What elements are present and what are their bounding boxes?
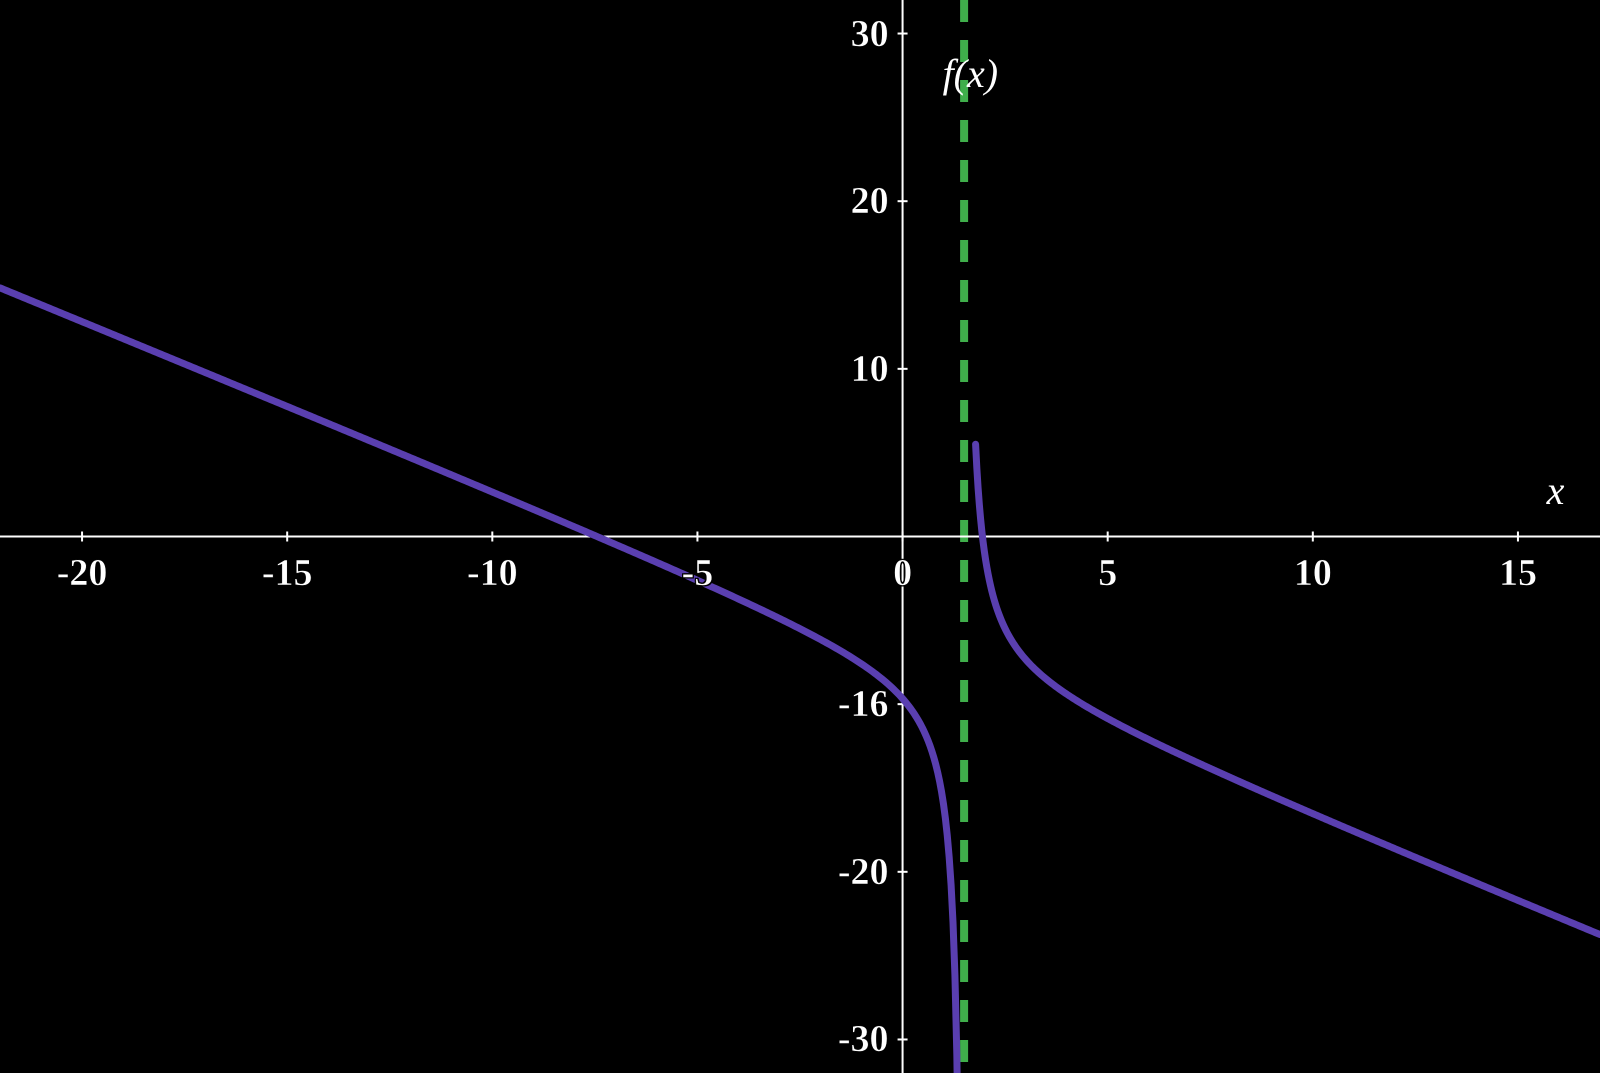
chart-container: x f(x) -20 -15 -10 -5 0 5 10 15 -30 -20 -16 10 20 30 [0,0,1600,1073]
y-tick-label: -20 [838,850,889,894]
y-axis-label: f(x) [943,50,999,97]
y-tick-label: 30 [851,12,889,56]
x-tick-label: 5 [1098,551,1117,595]
y-tick-label: 20 [851,179,889,223]
x-tick-label: 0 [893,551,912,595]
x-tick-label: 10 [1294,551,1332,595]
x-axis-label: x [1547,467,1565,514]
function-chart [0,0,1600,1073]
x-tick-label: 15 [1499,551,1537,595]
x-tick-label: -15 [262,551,313,595]
x-tick-label: -10 [467,551,518,595]
x-tick-label: -20 [57,551,108,595]
x-tick-label: -5 [682,551,714,595]
y-tick-label: -16 [838,682,889,726]
y-tick-label: 10 [851,347,889,391]
y-tick-label: -30 [838,1017,889,1061]
